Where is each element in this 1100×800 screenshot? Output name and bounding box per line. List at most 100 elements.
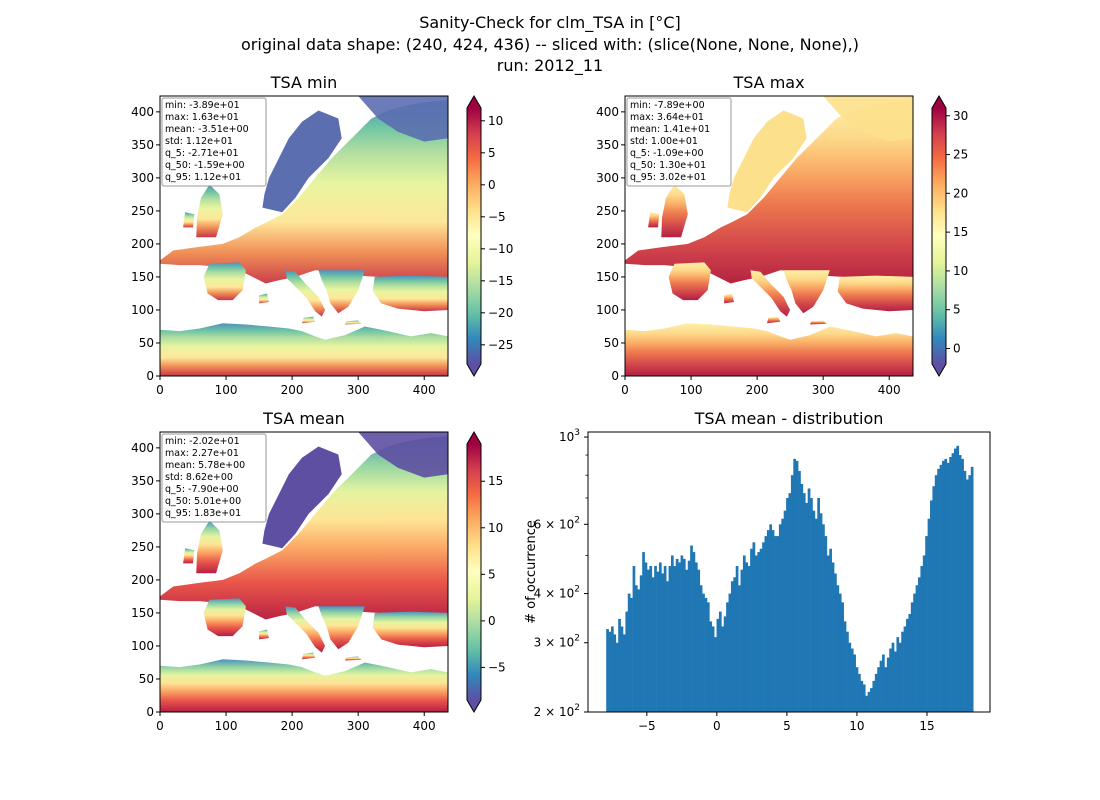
hist-bar bbox=[745, 562, 749, 712]
x-tick-label: 200 bbox=[746, 383, 769, 397]
hist-bar bbox=[723, 616, 727, 712]
land-region bbox=[318, 606, 365, 650]
y-tick-label: 250 bbox=[131, 540, 154, 554]
land-region bbox=[203, 262, 246, 301]
land-region bbox=[285, 270, 326, 317]
hist-bar bbox=[814, 518, 818, 712]
y-tick-exponent: 2 bbox=[574, 585, 580, 595]
colorbar-extend-bottom bbox=[932, 364, 946, 376]
hist-bar bbox=[740, 569, 744, 712]
hist-bar bbox=[934, 475, 938, 712]
y-tick-label: 350 bbox=[596, 138, 619, 152]
y-tick-label: 2 × 102 bbox=[534, 703, 580, 719]
colorbar-tick-label: 0 bbox=[488, 614, 496, 628]
hist-bar bbox=[644, 562, 648, 712]
hist-bar bbox=[894, 651, 897, 712]
hist-bar bbox=[922, 555, 926, 712]
y-tick-label: 100 bbox=[131, 303, 154, 317]
hist-bar bbox=[884, 667, 888, 712]
hist-bar bbox=[718, 611, 722, 712]
land-region bbox=[625, 100, 913, 287]
hist-bar bbox=[802, 493, 806, 712]
hist-bar bbox=[812, 510, 816, 712]
stats-box bbox=[626, 97, 732, 187]
hist-bar bbox=[872, 680, 876, 712]
hist-bar bbox=[901, 631, 904, 712]
hist-bar bbox=[850, 648, 854, 712]
x-tick-label: −5 bbox=[638, 719, 656, 733]
stats-line: max: 3.64e+01 bbox=[630, 112, 704, 123]
land-region bbox=[183, 212, 195, 228]
hist-y-axis-label: # of occurrence bbox=[524, 520, 539, 624]
hist-bar bbox=[632, 566, 636, 712]
hist-bar bbox=[771, 530, 775, 712]
hist-bar bbox=[730, 581, 734, 712]
colorbar-tick-label: 5 bbox=[488, 146, 496, 160]
hist-bar bbox=[886, 657, 890, 712]
land-region bbox=[783, 270, 830, 314]
hist-bar bbox=[824, 536, 828, 712]
colorbar-tick-label: 10 bbox=[488, 114, 503, 128]
hist-bar bbox=[702, 593, 705, 712]
hist-bar bbox=[819, 513, 823, 712]
y-tick-label: 400 bbox=[131, 441, 154, 455]
land-region bbox=[661, 184, 688, 238]
y-tick-base: 4 × 10 bbox=[534, 587, 575, 601]
colorbar-extend-bottom bbox=[467, 364, 481, 376]
hist-bar bbox=[726, 602, 729, 712]
y-tick-label: 350 bbox=[131, 474, 154, 488]
y-tick-label: 100 bbox=[131, 639, 154, 653]
hist-bar bbox=[781, 518, 785, 712]
hist-bar bbox=[862, 684, 866, 712]
northeast-region bbox=[358, 96, 448, 142]
colorbar-tick-label: 0 bbox=[953, 341, 961, 355]
stats-line: q_5: -1.09e+00 bbox=[630, 148, 704, 159]
colorbar-tick-label: 5 bbox=[953, 303, 961, 317]
land-region bbox=[302, 316, 316, 324]
hist-bar bbox=[891, 642, 895, 712]
y-tick-base: 2 × 10 bbox=[534, 705, 575, 719]
hist-bar bbox=[776, 536, 780, 712]
hist-bar bbox=[874, 673, 878, 712]
hist-bar bbox=[750, 548, 753, 712]
hist-bar bbox=[805, 502, 808, 712]
stats-line: q_50: -1.59e+00 bbox=[165, 160, 245, 171]
hist-bar bbox=[661, 573, 665, 712]
y-tick-label: 300 bbox=[131, 507, 154, 521]
hist-bar bbox=[769, 524, 773, 712]
hist-bar bbox=[889, 648, 892, 712]
hist-bar bbox=[673, 566, 677, 712]
hist-bar bbox=[879, 660, 883, 712]
land-region bbox=[160, 100, 448, 287]
hist-bar bbox=[793, 458, 796, 712]
colorbar-gradient bbox=[467, 444, 481, 700]
stats-line: q_95: 1.12e+01 bbox=[165, 172, 241, 183]
colorbar-tick-label: −20 bbox=[488, 306, 513, 320]
y-tick-base: 10 bbox=[559, 430, 574, 444]
hist-bar bbox=[954, 448, 957, 712]
hist-bar bbox=[937, 468, 940, 712]
hist-frame bbox=[587, 431, 991, 713]
colorbar-extend-bottom bbox=[467, 700, 481, 712]
y-tick-label: 6 × 102 bbox=[534, 515, 580, 531]
hist-bar bbox=[858, 673, 861, 712]
colorbar-frame bbox=[466, 95, 482, 377]
land-region bbox=[302, 652, 316, 660]
figure-title-line: original data shape: (240, 424, 436) -- … bbox=[241, 35, 859, 54]
hist-bar bbox=[606, 629, 609, 712]
colorbar-gradient bbox=[932, 108, 946, 364]
y-tick-exponent: 2 bbox=[574, 634, 580, 644]
hist-bar bbox=[913, 593, 916, 712]
hist-bar bbox=[798, 470, 801, 712]
stats-line: mean: -3.51e+00 bbox=[165, 124, 249, 135]
hist-bar bbox=[706, 602, 710, 712]
colorbar-tick-label: 10 bbox=[953, 264, 968, 278]
hist-bar bbox=[728, 593, 732, 712]
stats-line: q_50: 1.30e+01 bbox=[630, 160, 706, 171]
hist-bar bbox=[738, 585, 741, 712]
hist-bar bbox=[932, 486, 936, 712]
hist-bar bbox=[697, 569, 701, 712]
hist-bar bbox=[757, 552, 761, 712]
land-region bbox=[648, 212, 660, 228]
hist-bar bbox=[627, 593, 631, 712]
